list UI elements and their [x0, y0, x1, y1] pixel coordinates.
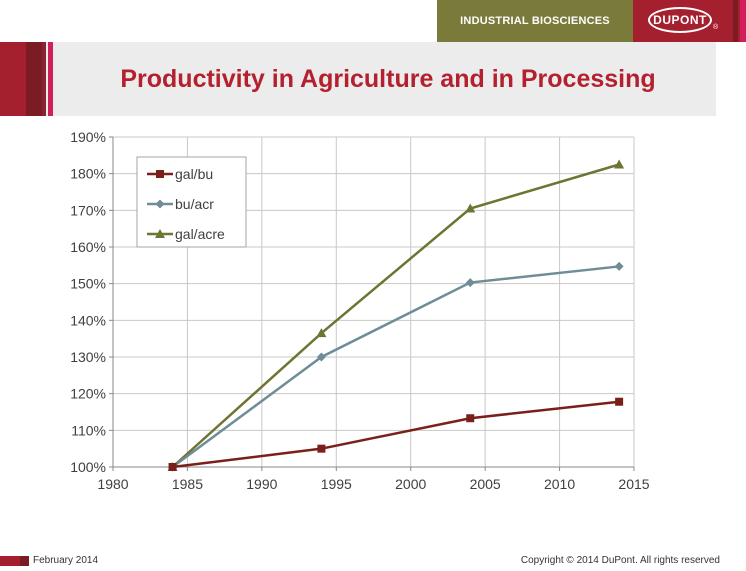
logo-stripe — [740, 0, 746, 42]
y-tick-label: 160% — [70, 239, 106, 255]
data-point-bu-acr — [465, 278, 475, 288]
data-point-gal-acre — [316, 328, 327, 338]
logo-text: DUPONT — [653, 13, 707, 27]
title-stripe — [0, 42, 26, 116]
data-point-bu-acr — [614, 261, 624, 271]
division-label: INDUSTRIAL BIOSCIENCES — [460, 15, 610, 27]
chart-series — [167, 159, 625, 472]
title-band — [0, 42, 716, 116]
legend-marker-gal-acre — [155, 229, 165, 238]
y-tick-label: 150% — [70, 276, 106, 292]
data-point-gal-acre — [465, 203, 476, 213]
title-stripe — [42, 42, 46, 116]
x-tick-label: 2005 — [470, 476, 501, 492]
data-point-gal-bu — [466, 414, 475, 423]
title-stripe — [26, 42, 42, 116]
x-tick-label: 1995 — [321, 476, 352, 492]
slide-title-text: Productivity in Agriculture and in Proce… — [120, 64, 656, 93]
x-tick-label: 1990 — [246, 476, 277, 492]
y-tick-label: 180% — [70, 166, 106, 182]
x-tick-label: 1985 — [172, 476, 203, 492]
y-tick-label: 140% — [70, 312, 106, 328]
footer-mark — [0, 556, 20, 566]
data-point-gal-bu — [317, 444, 326, 453]
y-tick-label: 130% — [70, 349, 106, 365]
series-line-gal-acre — [171, 163, 620, 468]
x-tick-label: 1980 — [97, 476, 128, 492]
x-tick-label: 2010 — [544, 476, 575, 492]
data-point-gal-bu — [168, 463, 177, 471]
y-tick-label: 110% — [71, 422, 106, 438]
chart-legend: gal/bu bu/acr gal/acre — [136, 156, 247, 248]
logo-registered-mark: ® — [713, 24, 719, 31]
y-tick-label: 120% — [70, 386, 106, 402]
legend-label-gal-bu: gal/bu — [175, 166, 213, 182]
footer-copyright: Copyright © 2014 DuPont. All rights rese… — [520, 555, 720, 566]
x-tick-label: 2015 — [618, 476, 649, 492]
division-banner: INDUSTRIAL BIOSCIENCES — [437, 0, 633, 42]
series-line-gal-bu — [172, 400, 620, 469]
y-tick-label: 190% — [70, 129, 106, 145]
footer-date: February 2014 — [33, 555, 99, 566]
dupont-logo: DUPONT — [648, 7, 712, 33]
legend-marker-gal-bu — [156, 170, 164, 178]
legend-label-bu-acr: bu/acr — [175, 196, 214, 212]
slide-title: Productivity in Agriculture and in Proce… — [60, 42, 716, 116]
data-point-bu-acr — [316, 352, 326, 362]
data-point-gal-acre — [614, 159, 625, 169]
chart-axes: 100% 110% 120% 130% 140% 150% 160% 170% 180% 190%… — [70, 129, 650, 492]
y-tick-label: 100% — [70, 459, 106, 475]
data-point-gal-bu — [615, 397, 624, 406]
legend-marker-bu-acr — [155, 199, 165, 209]
y-tick-label: 170% — [70, 202, 106, 218]
legend-label-gal-acre: gal/acre — [175, 226, 225, 242]
title-stripe — [48, 42, 53, 116]
footer-mark — [20, 556, 29, 566]
logo-stripe — [733, 0, 738, 42]
x-tick-label: 2000 — [395, 476, 426, 492]
series-line-bu-acr — [171, 265, 620, 469]
legend-box — [136, 156, 247, 248]
